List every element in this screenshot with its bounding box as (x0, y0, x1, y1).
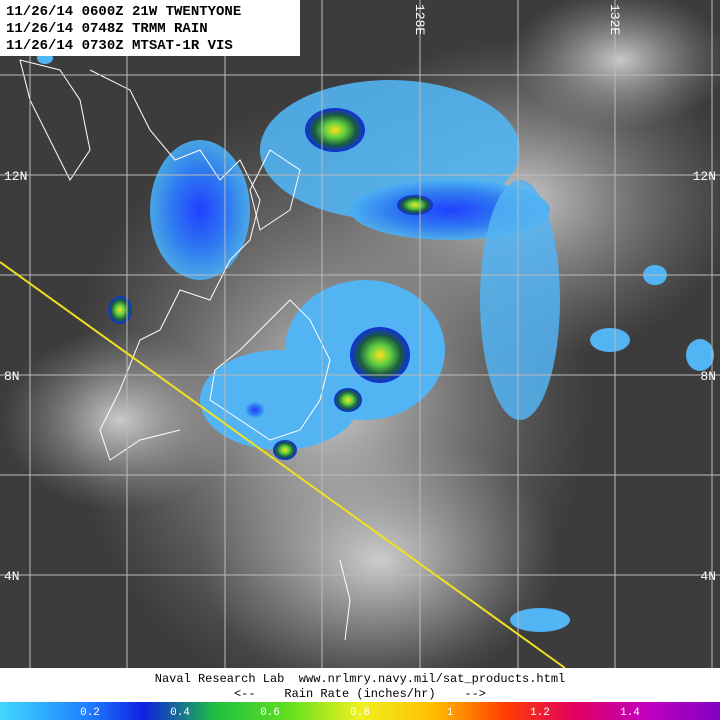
colorbar-tick-label: 0.6 (260, 707, 280, 719)
header-line: 11/26/14 0748Z TRMM RAIN (6, 21, 208, 37)
colorbar-tick-label: 1 (447, 707, 454, 719)
lat-label: 8N (4, 369, 20, 384)
colorbar-ticks: 0.2 0.4 0.6 0.8 1 1.2 1.4 (80, 707, 640, 719)
header-line: 11/26/14 0730Z MTSAT-1R VIS (6, 38, 233, 54)
grid: 12N 12N 8N 8N 4N 4N 128E 132E (0, 0, 720, 668)
colorbar-tick-label: 1.4 (620, 707, 640, 719)
colorbar-tick-label: 0.2 (80, 707, 100, 719)
lat-label: 4N (700, 569, 716, 584)
colorbar (0, 702, 720, 720)
header-box (0, 0, 300, 56)
lon-label: 128E (412, 4, 427, 35)
colorbar-tick-label: 1.2 (530, 707, 550, 719)
rain (37, 52, 714, 632)
lat-label: 12N (4, 169, 27, 184)
orbit-track (0, 261, 566, 669)
scale-title: <-- Rain Rate (inches/hr) --> (234, 687, 486, 701)
lon-label: 132E (607, 4, 622, 35)
colorbar-tick-label: 0.8 (350, 707, 370, 719)
header-line: 11/26/14 0600Z 21W TWENTYONE (6, 4, 241, 20)
lat-label: 4N (4, 569, 20, 584)
footer-background (0, 668, 720, 702)
credit: Naval Research Lab www.nrlmry.navy.mil/s… (155, 672, 565, 686)
colorbar-tick-label: 0.4 (170, 707, 190, 719)
lat-label: 12N (693, 169, 716, 184)
lat-label: 8N (700, 369, 716, 384)
